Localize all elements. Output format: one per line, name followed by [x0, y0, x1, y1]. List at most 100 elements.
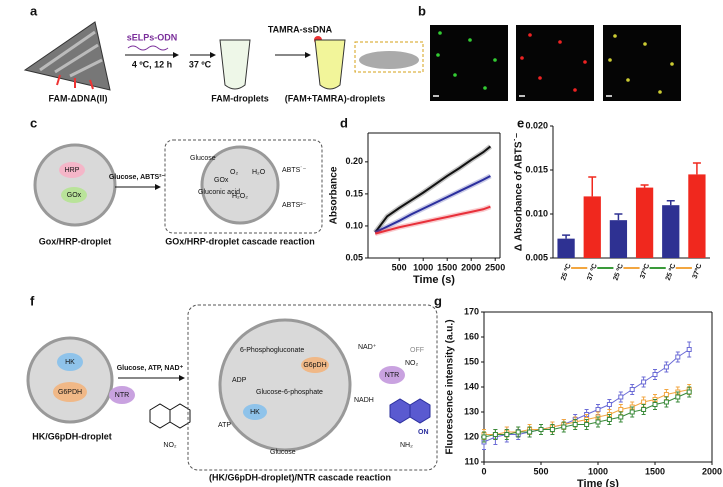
droplet: [200, 145, 280, 225]
error-bar: [666, 200, 675, 206]
label: Glucose: [190, 155, 216, 162]
label: G6PDH: [58, 389, 82, 396]
y-axis-title: Absorbance: [329, 166, 340, 224]
sequence-icon: [127, 45, 169, 51]
line: [374, 205, 491, 235]
micrograph: [516, 25, 594, 101]
label: 6-Phosphogluconate: [240, 347, 304, 354]
marker: [618, 414, 624, 420]
x-tick-label: 37ºC: [692, 263, 704, 280]
marker: [515, 429, 521, 435]
label: O₂: [230, 169, 238, 176]
x-tick-label: 25 ºC: [665, 263, 678, 282]
label: NAD⁺: [358, 344, 377, 351]
label: H₂O: [252, 169, 266, 176]
line: [374, 145, 492, 233]
y-tick-label: 0.20: [345, 156, 363, 166]
marker: [652, 402, 658, 407]
x-tick-label: 1500: [437, 262, 457, 272]
x-axis-title: Time (s): [413, 274, 455, 286]
label: NTR: [115, 392, 129, 399]
enzyme: [109, 386, 135, 404]
error-bar: [562, 234, 571, 239]
panel-label: c: [30, 115, 37, 130]
label: H₂O₂: [232, 193, 248, 200]
marker: [663, 399, 669, 405]
marker: [641, 407, 647, 412]
y-tick-label: 140: [464, 381, 479, 391]
x-tick-label: 1000: [588, 466, 608, 476]
label: Gox/HRP-droplet: [39, 236, 112, 246]
label: G6pDH: [303, 362, 326, 369]
x-tick-label: 25 ºC: [613, 263, 626, 282]
x-tick-label: 500: [533, 466, 548, 476]
marker: [675, 354, 681, 360]
y-tick-label: 0.015: [525, 164, 548, 174]
error-bar: [588, 176, 597, 197]
panel-f: f HK G6PDH NTR Glucose, ATP, NAD⁺ HK/G6p…: [26, 293, 438, 482]
label: HK: [250, 409, 260, 416]
marker: [686, 347, 692, 352]
label: ATP: [218, 422, 231, 429]
error-bar: [692, 162, 701, 175]
x-tick-label: 2000: [461, 262, 481, 272]
inset-box: [187, 304, 438, 471]
y-tick-label: 0.10: [345, 220, 363, 230]
label: (FAM+TAMRA)-droplets: [285, 93, 386, 103]
enzyme: [243, 404, 267, 420]
x-tick-label: 37 ºC: [586, 263, 599, 282]
label: NO₂: [405, 360, 419, 367]
x-tick-label: 2500: [485, 262, 505, 272]
marker: [504, 432, 510, 437]
bar: [662, 205, 680, 258]
label: Gluconic acid: [198, 189, 240, 196]
label: GOx/HRP-droplet cascade reaction: [165, 236, 315, 246]
dna-stripes: [39, 30, 103, 78]
panel-a: a FAM-ΔDNA(II) sELPs-ODN 4 ºC, 12 h 37 º…: [23, 3, 424, 103]
x-tick-label: 1500: [645, 466, 665, 476]
x-axis-title: Time (s): [577, 478, 619, 487]
label: ABTS²⁻: [282, 202, 307, 209]
marker: [492, 432, 498, 437]
marker: [686, 389, 692, 395]
marker: [538, 427, 544, 432]
label: sELPs-ODN: [127, 32, 178, 42]
label: NADH: [354, 397, 374, 404]
label: TAMRA-ssDNA: [268, 24, 333, 34]
label: NTR: [385, 372, 399, 379]
marker: [652, 372, 658, 377]
marker: [584, 422, 590, 427]
label: 4 ºC, 12 h: [132, 59, 172, 69]
bar: [635, 187, 654, 258]
inset-box: [164, 139, 323, 234]
y-tick-label: 0.05: [345, 252, 363, 262]
dots: [608, 34, 674, 94]
error-bar: [614, 213, 623, 221]
dots: [520, 33, 587, 92]
label: GOx: [67, 192, 82, 199]
label: Glucose, ATP, NAD⁺: [117, 365, 184, 372]
marker: [527, 429, 533, 435]
y-axis-title: Fluorescence intensity (a.u.): [445, 319, 456, 454]
enzyme: [53, 382, 87, 402]
panel-c: c HRP GOx Glucose, ABTS²⁻ Gox/HRP-drople…: [30, 115, 323, 246]
marker: [641, 399, 647, 405]
label: HK/G6pDH-droplet: [32, 431, 112, 441]
marker: [606, 417, 612, 422]
y-axis-title: Δ Absorbance of ABTS˙⁻: [514, 133, 525, 251]
y-tick-label: 0.005: [525, 252, 548, 262]
bar: [557, 238, 575, 258]
label: HRP: [65, 167, 80, 174]
marker: [561, 424, 567, 430]
molecule: [389, 398, 431, 424]
marker: [663, 364, 669, 370]
label: FAM-droplets: [211, 93, 269, 103]
marker: [595, 407, 601, 412]
y-tick-label: 160: [464, 331, 479, 341]
enzyme: [61, 187, 87, 203]
panel-label: g: [434, 293, 442, 308]
tube: [219, 39, 251, 90]
zoom-box: [354, 41, 424, 73]
label: (HK/G6pDH-droplet)/NTR cascade reaction: [209, 472, 391, 482]
label: FAM-ΔDNA(II): [49, 93, 108, 103]
